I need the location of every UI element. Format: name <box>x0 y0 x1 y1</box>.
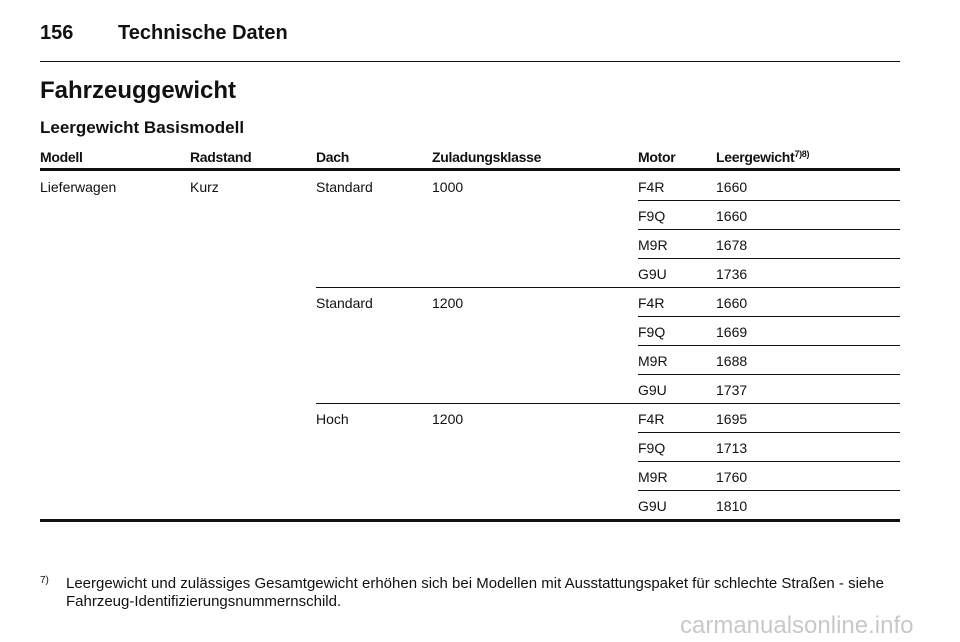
section-title: Technische Daten <box>118 22 288 44</box>
engine-cell: G9U <box>638 266 667 282</box>
row-rule <box>638 490 900 491</box>
payload-cell: 1200 <box>432 411 464 427</box>
column-header: Dach <box>316 149 349 165</box>
title: Fahrzeuggewicht <box>40 77 237 104</box>
roof-cell: Standard <box>316 295 373 311</box>
engine-cell: G9U <box>638 498 667 514</box>
payload-cell: 1000 <box>432 179 464 195</box>
row-rule <box>638 316 900 317</box>
weight-cell: 1660 <box>716 295 748 311</box>
weight-cell: 1760 <box>716 469 748 485</box>
column-header-text: Motor <box>638 149 676 165</box>
engine-cell: F4R <box>638 179 665 195</box>
watermark: carmanualsonline.info <box>680 612 914 639</box>
row-rule <box>638 461 900 462</box>
group-rule <box>316 403 900 404</box>
column-header-text: Leergewicht <box>716 149 795 165</box>
subtitle: Leergewicht Basismodell <box>40 118 245 137</box>
roof-cell: Standard <box>316 179 373 195</box>
wheelbase-cell: Kurz <box>190 179 219 195</box>
engine-cell: G9U <box>638 382 667 398</box>
row-rule <box>638 200 900 201</box>
page-number: 156 <box>40 22 74 44</box>
engine-cell: F9Q <box>638 440 666 456</box>
row-rule <box>638 374 900 375</box>
footnote-marker: 7) <box>40 575 49 586</box>
weight-cell: 1713 <box>716 440 748 456</box>
column-header-text: Radstand <box>190 149 252 165</box>
row-rule <box>638 432 900 433</box>
row-rule <box>638 258 900 259</box>
engine-cell: F9Q <box>638 324 666 340</box>
weight-cell: 1695 <box>716 411 748 427</box>
engine-cell: M9R <box>638 353 668 369</box>
table-bottom-rule <box>40 519 900 522</box>
engine-cell: M9R <box>638 469 668 485</box>
column-header-text: Dach <box>316 149 350 165</box>
weight-cell: 1678 <box>716 237 748 253</box>
weight-cell: 1660 <box>716 179 748 195</box>
engine-cell: F4R <box>638 411 665 427</box>
weight-cell: 1736 <box>716 266 748 282</box>
table-top-rule <box>40 168 900 171</box>
engine-cell: F4R <box>638 295 665 311</box>
column-note: 7)8) <box>794 149 810 159</box>
column-header: Motor <box>638 149 676 165</box>
weight-cell: 1669 <box>716 324 748 340</box>
row-rule <box>638 345 900 346</box>
column-header: Radstand <box>190 149 252 165</box>
weight-cell: 1737 <box>716 382 748 398</box>
row-rule <box>638 229 900 230</box>
column-header: Modell <box>40 149 83 165</box>
engine-cell: F9Q <box>638 208 666 224</box>
column-header: Leergewicht7)8) <box>716 149 809 165</box>
roof-cell: Hoch <box>316 411 349 427</box>
footnote-text: Leergewicht und zulässiges Gesamtgewicht… <box>66 575 884 610</box>
header-rule <box>40 61 900 62</box>
weight-cell: 1660 <box>716 208 748 224</box>
column-header-text: Modell <box>40 149 83 165</box>
engine-cell: M9R <box>638 237 668 253</box>
model-cell: Lieferwagen <box>40 179 117 195</box>
payload-cell: 1200 <box>432 295 464 311</box>
weight-cell: 1810 <box>716 498 748 514</box>
group-rule <box>316 287 900 288</box>
weight-cell: 1688 <box>716 353 748 369</box>
column-header-text: Zuladungsklasse <box>432 149 542 165</box>
column-header: Zuladungsklasse <box>432 149 541 165</box>
